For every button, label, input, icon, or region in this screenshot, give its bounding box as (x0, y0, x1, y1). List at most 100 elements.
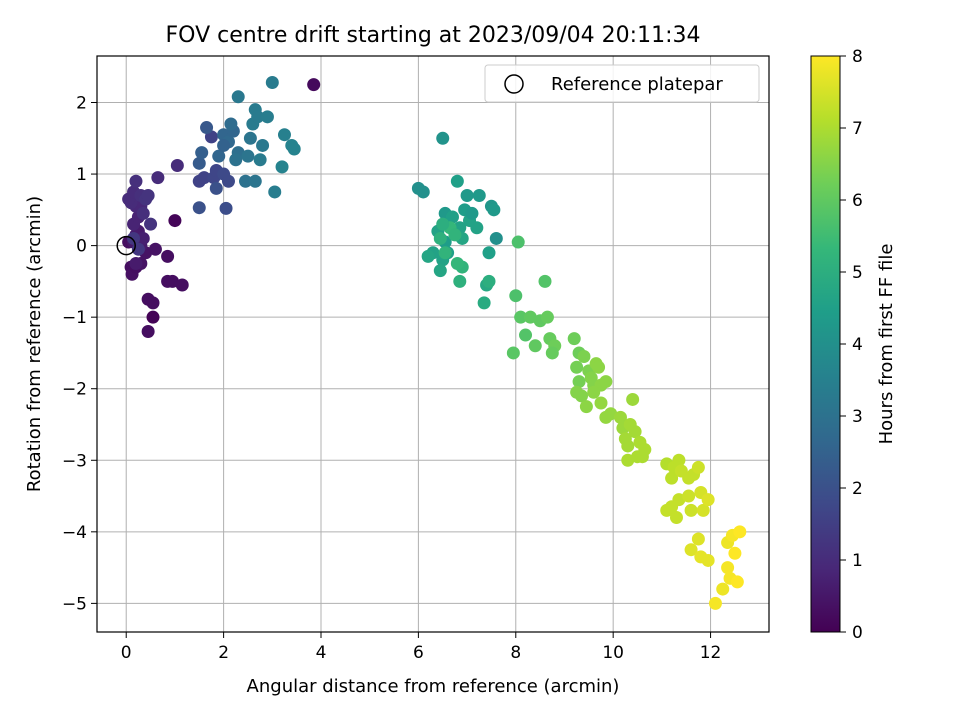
data-point (509, 289, 523, 303)
data-point (192, 201, 206, 215)
x-axis-ticks: 0 2 4 6 8 10 12 (121, 632, 721, 663)
data-point (540, 310, 554, 324)
data-point (146, 310, 160, 324)
data-point (728, 546, 742, 560)
data-points (122, 75, 747, 610)
legend-marker (504, 74, 524, 94)
data-point (669, 511, 683, 525)
data-point (701, 553, 715, 567)
data-point (175, 278, 189, 292)
y-tick-label: −2 (62, 380, 87, 400)
data-point (436, 131, 450, 145)
data-point (148, 242, 162, 256)
colorbar (810, 55, 841, 633)
data-point (136, 231, 150, 245)
data-point (197, 171, 211, 185)
x-tick-label: 6 (413, 643, 424, 663)
data-point (275, 160, 289, 174)
colorbar-tick-label: 3 (852, 407, 863, 427)
data-point (239, 174, 253, 188)
data-point (514, 310, 528, 324)
data-point (445, 210, 459, 224)
data-point (721, 561, 735, 575)
x-tick-label: 10 (602, 643, 624, 663)
y-tick-label: −5 (62, 594, 87, 614)
colorbar-tick-label: 5 (852, 263, 863, 283)
reference-point-marker (116, 235, 136, 256)
data-point (613, 410, 627, 424)
data-point (684, 503, 698, 517)
data-point (241, 149, 255, 163)
data-point (577, 350, 591, 364)
data-point (528, 339, 542, 353)
x-tick-label: 0 (121, 643, 132, 663)
data-point (229, 153, 243, 167)
y-axis-label: Rotation from reference (arcmin) (24, 196, 45, 492)
data-point (141, 189, 155, 203)
data-point (579, 400, 593, 414)
x-axis-label: Angular distance from reference (arcmin) (247, 676, 620, 697)
data-point (682, 489, 696, 503)
data-point (628, 425, 642, 439)
data-point (684, 543, 698, 557)
y-tick-label: 1 (76, 165, 87, 185)
data-point (448, 228, 462, 242)
data-point (450, 174, 464, 188)
data-point (287, 142, 301, 156)
data-point (519, 328, 533, 342)
data-point (144, 217, 158, 231)
data-point (460, 189, 474, 203)
data-point (129, 257, 143, 271)
data-point (489, 231, 503, 245)
chart-title: FOV centre drift starting at 2023/09/04 … (166, 23, 701, 48)
data-point (599, 375, 613, 389)
data-point (716, 582, 730, 596)
data-point (472, 189, 486, 203)
data-point (436, 217, 450, 231)
data-point (538, 274, 552, 288)
data-point (168, 214, 182, 228)
data-point (482, 274, 496, 288)
data-point (691, 532, 705, 546)
colorbar-tick-label: 4 (852, 335, 863, 355)
data-point (730, 575, 744, 589)
data-point (465, 206, 479, 220)
legend-label: Reference platepar (551, 74, 723, 95)
colorbar-tick-label: 8 (852, 47, 863, 67)
colorbar-tick-label: 2 (852, 479, 863, 499)
y-axis-ticks: −5 −4 −3 −2 −1 0 1 2 (62, 94, 97, 614)
legend-box (484, 64, 760, 103)
data-point (477, 296, 491, 310)
data-point (587, 385, 601, 399)
data-point (268, 185, 282, 199)
data-point (219, 201, 233, 215)
data-point (567, 332, 581, 346)
data-point (487, 203, 501, 217)
data-point (151, 171, 165, 185)
data-point (231, 90, 245, 104)
data-point (146, 296, 160, 310)
data-point (195, 146, 209, 160)
data-point (545, 346, 559, 360)
data-point (265, 75, 279, 89)
data-point (221, 174, 235, 188)
x-tick-label: 2 (218, 643, 229, 663)
colorbar-tick-label: 1 (852, 551, 863, 571)
data-point (438, 246, 452, 260)
data-point (572, 375, 586, 389)
data-point (701, 493, 715, 507)
colorbar-tick-label: 6 (852, 191, 863, 211)
data-point (594, 396, 608, 410)
data-point (192, 156, 206, 170)
grid-lines (97, 56, 769, 632)
data-point (253, 153, 267, 167)
data-point (506, 346, 520, 360)
data-point (570, 360, 584, 374)
data-point (217, 138, 231, 152)
data-point (421, 249, 435, 263)
x-tick-label: 4 (316, 643, 327, 663)
data-point (638, 443, 652, 457)
data-point (224, 117, 238, 131)
data-point (251, 110, 265, 124)
colorbar-tick-label: 0 (852, 623, 863, 643)
